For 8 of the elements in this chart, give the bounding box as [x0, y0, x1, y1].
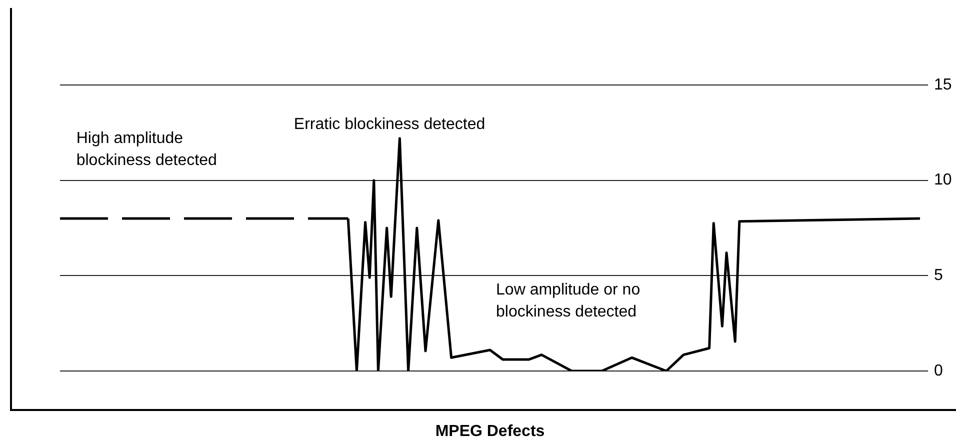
y-tick-label: 0 [934, 362, 943, 380]
y-tick-label: 5 [934, 267, 943, 284]
x-axis-title: MPEG Defects [435, 422, 545, 440]
annotation: High amplitude blockiness detected [76, 130, 217, 170]
y-tick-label: 10 [934, 172, 952, 189]
y-tick-label: 15 [934, 76, 952, 94]
annotation: Low amplitude or no blockiness detected [496, 282, 640, 321]
annotation: Erratic blockiness detected [294, 116, 486, 133]
